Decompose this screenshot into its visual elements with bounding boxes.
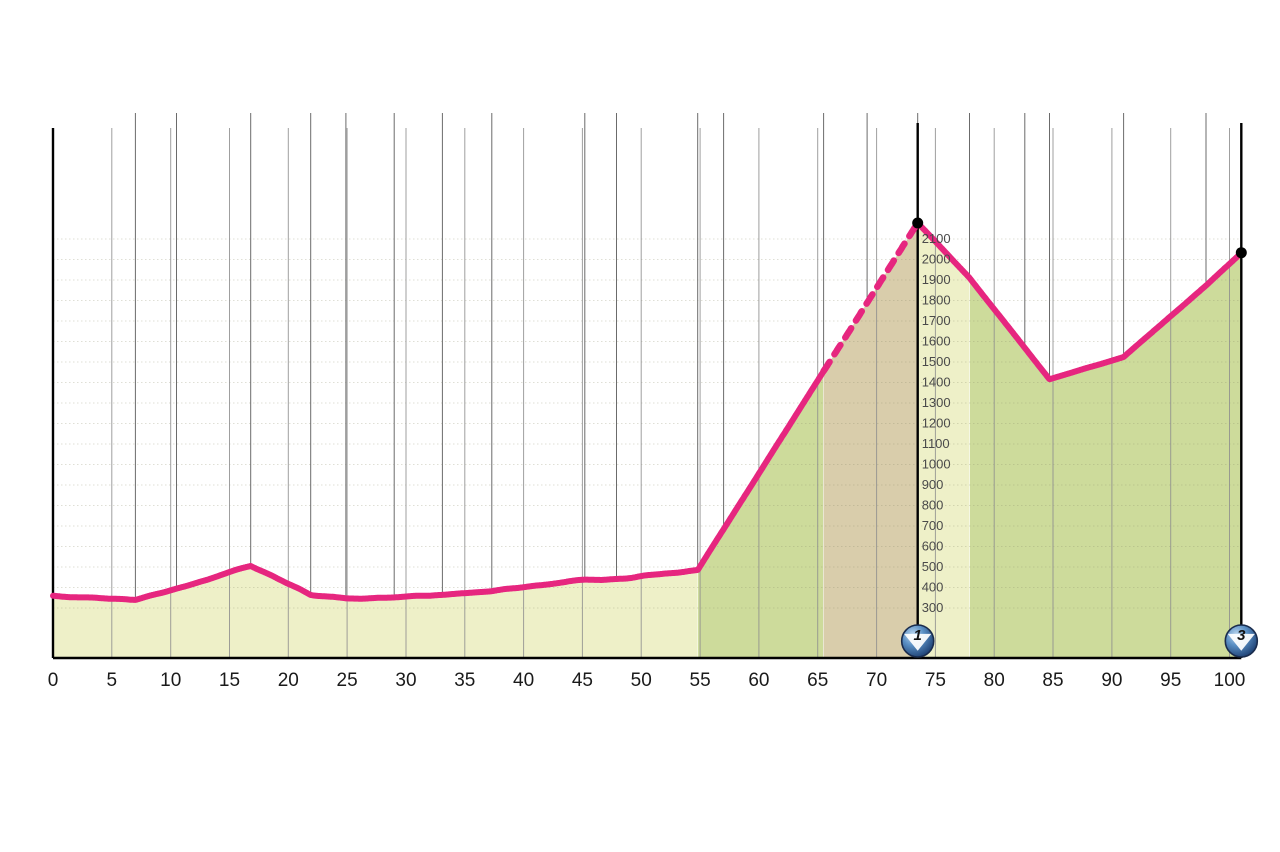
svg-text:35: 35 <box>454 670 475 691</box>
svg-text:600: 600 <box>922 539 944 554</box>
svg-text:1200: 1200 <box>922 416 951 431</box>
svg-text:1400: 1400 <box>922 375 951 390</box>
svg-text:1600: 1600 <box>922 334 951 349</box>
svg-text:40: 40 <box>513 670 534 691</box>
svg-text:5: 5 <box>107 670 118 691</box>
svg-text:55: 55 <box>690 670 711 691</box>
svg-text:300: 300 <box>922 600 944 615</box>
svg-text:100: 100 <box>1214 670 1246 691</box>
svg-text:2000: 2000 <box>922 252 951 267</box>
svg-text:85: 85 <box>1042 670 1063 691</box>
svg-text:10: 10 <box>160 670 181 691</box>
svg-text:2100: 2100 <box>922 231 951 246</box>
svg-text:1300: 1300 <box>922 395 951 410</box>
svg-text:1500: 1500 <box>922 354 951 369</box>
svg-text:95: 95 <box>1160 670 1181 691</box>
svg-text:70: 70 <box>866 670 887 691</box>
svg-text:1000: 1000 <box>922 457 951 472</box>
svg-text:800: 800 <box>922 498 944 513</box>
svg-text:1900: 1900 <box>922 272 951 287</box>
svg-text:90: 90 <box>1101 670 1122 691</box>
svg-text:500: 500 <box>922 559 944 574</box>
svg-text:20: 20 <box>278 670 299 691</box>
svg-text:1800: 1800 <box>922 293 951 308</box>
svg-text:30: 30 <box>395 670 416 691</box>
svg-text:60: 60 <box>748 670 769 691</box>
svg-text:1700: 1700 <box>922 313 951 328</box>
svg-text:50: 50 <box>631 670 652 691</box>
svg-text:1100: 1100 <box>922 436 950 451</box>
svg-text:0: 0 <box>48 670 59 691</box>
svg-text:400: 400 <box>922 580 944 595</box>
svg-text:80: 80 <box>984 670 1005 691</box>
svg-text:3: 3 <box>1237 627 1246 644</box>
svg-text:75: 75 <box>925 670 946 691</box>
svg-text:15: 15 <box>219 670 240 691</box>
svg-text:45: 45 <box>572 670 593 691</box>
svg-text:65: 65 <box>807 670 828 691</box>
svg-text:700: 700 <box>922 518 944 533</box>
svg-text:25: 25 <box>337 670 358 691</box>
svg-text:1: 1 <box>914 627 922 644</box>
svg-text:900: 900 <box>922 477 944 492</box>
